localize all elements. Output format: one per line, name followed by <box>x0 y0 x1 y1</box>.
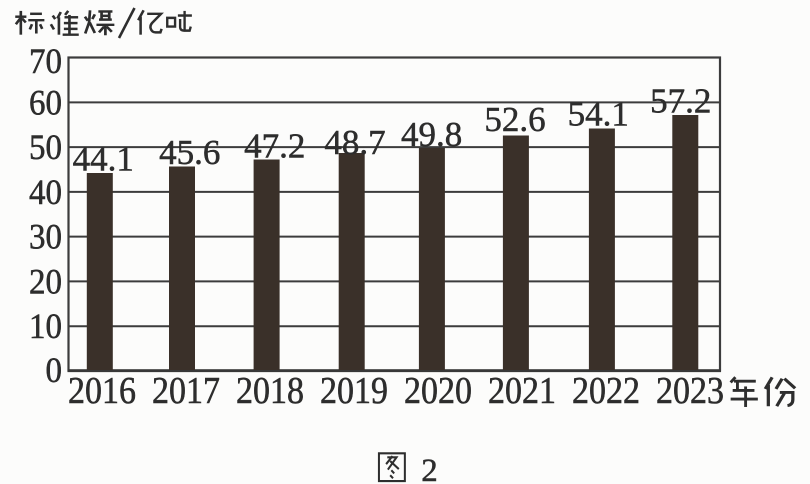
svg-text:52.6: 52.6 <box>484 100 545 139</box>
svg-text:60: 60 <box>29 82 62 123</box>
svg-text:45.6: 45.6 <box>159 133 220 172</box>
svg-text:48.7: 48.7 <box>324 123 385 162</box>
svg-text:54.1: 54.1 <box>568 95 629 134</box>
svg-text:49.8: 49.8 <box>401 115 462 154</box>
svg-text:47.2: 47.2 <box>244 127 305 166</box>
svg-text:2020: 2020 <box>404 369 472 411</box>
svg-text:30: 30 <box>29 216 62 257</box>
svg-text:2019: 2019 <box>320 369 388 411</box>
svg-text:2: 2 <box>421 453 438 484</box>
svg-text:57.2: 57.2 <box>650 82 711 121</box>
svg-text:2016: 2016 <box>68 369 136 411</box>
svg-text:2023: 2023 <box>656 369 724 411</box>
svg-text:2022: 2022 <box>572 369 640 411</box>
svg-text:50: 50 <box>29 127 62 168</box>
svg-text:70: 70 <box>29 41 62 82</box>
svg-text:20: 20 <box>29 261 62 302</box>
svg-text:2018: 2018 <box>236 369 304 411</box>
svg-text:40: 40 <box>29 171 62 212</box>
svg-text:0: 0 <box>46 350 62 391</box>
svg-text:2021: 2021 <box>488 369 556 411</box>
svg-text:10: 10 <box>29 306 62 347</box>
svg-text:44.1: 44.1 <box>73 140 134 179</box>
svg-text:2017: 2017 <box>152 369 220 411</box>
